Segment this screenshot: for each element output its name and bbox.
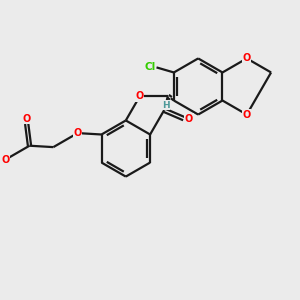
Text: O: O xyxy=(243,53,251,63)
Text: Cl: Cl xyxy=(144,62,156,72)
Text: O: O xyxy=(243,110,251,120)
Text: O: O xyxy=(136,91,144,101)
Text: H: H xyxy=(162,100,170,109)
Text: O: O xyxy=(22,113,31,124)
Text: O: O xyxy=(74,128,82,138)
Text: O: O xyxy=(1,155,9,165)
Text: O: O xyxy=(185,114,193,124)
